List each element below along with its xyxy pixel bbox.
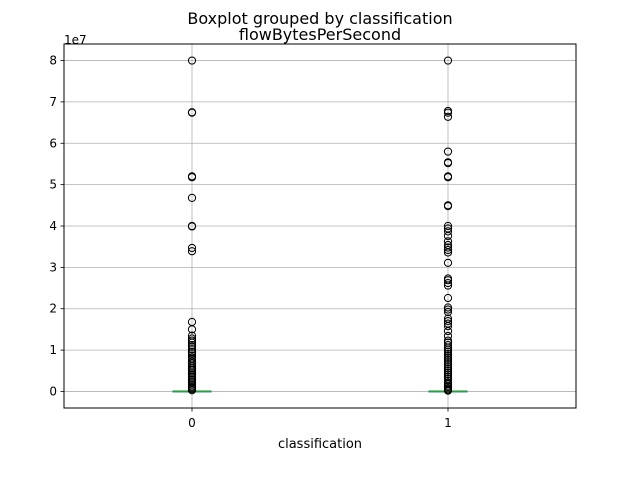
outlier-point <box>443 322 453 331</box>
outlier-point <box>443 173 453 182</box>
outlier-point <box>187 336 197 345</box>
outlier-point <box>443 303 453 312</box>
y-offset-text: 1e7 <box>64 33 87 47</box>
outlier-point <box>443 326 453 336</box>
outlier-point <box>443 108 453 117</box>
y-tick-label: 1 <box>49 343 57 357</box>
outlier-point <box>187 108 197 117</box>
outlier-point <box>443 386 453 395</box>
outlier-point <box>443 221 453 231</box>
x-tick-label: 1 <box>444 416 452 430</box>
y-tick-label: 2 <box>49 302 57 316</box>
y-tick-label: 8 <box>49 54 57 68</box>
outlier-point <box>443 305 453 314</box>
outlier-point <box>443 237 453 246</box>
grid <box>64 44 576 408</box>
outlier-point <box>187 349 197 358</box>
outlier-point <box>443 362 453 371</box>
outlier-point <box>443 360 453 369</box>
outlier-point <box>443 159 453 168</box>
outlier-point <box>443 243 453 252</box>
outlier-point <box>187 334 197 343</box>
outlier-point <box>443 227 453 236</box>
outlier-point <box>443 245 453 255</box>
outlier-point <box>187 222 197 231</box>
y-tick-label: 4 <box>49 219 57 233</box>
outlier-point <box>187 56 197 65</box>
x-axis-label: classification <box>278 437 362 452</box>
outlier-point <box>187 173 197 182</box>
outlier-point <box>443 202 453 211</box>
outlier-point <box>443 366 453 375</box>
outlier-point <box>443 281 453 290</box>
outlier-point <box>443 347 453 356</box>
outlier-point <box>187 338 197 347</box>
outlier-point <box>443 258 453 267</box>
outlier-point <box>443 112 453 121</box>
outlier-point <box>443 364 453 373</box>
y-tick-label: 0 <box>49 384 57 398</box>
outlier-point <box>443 317 453 326</box>
outlier-point <box>187 386 197 395</box>
outlier-point <box>443 368 453 377</box>
outlier-point <box>443 278 453 288</box>
x-tick-label: 0 <box>188 416 196 430</box>
outlier-point <box>187 243 197 253</box>
outlier-point <box>443 231 453 241</box>
outlier-point <box>187 247 197 256</box>
outlier-point <box>443 341 453 350</box>
outlier-point <box>187 345 197 354</box>
y-tick-label: 6 <box>49 136 57 150</box>
outlier-point <box>443 248 453 257</box>
outlier-point <box>443 293 453 303</box>
chart-suptitle: Boxplot grouped by classification <box>187 9 452 28</box>
outlier-point <box>443 355 453 365</box>
chart-title: flowBytesPerSecond <box>239 25 401 44</box>
outlier-point <box>443 147 453 156</box>
outlier-point <box>443 351 453 360</box>
outlier-point <box>443 307 453 317</box>
outlier-point <box>443 357 453 367</box>
outlier-point <box>443 345 453 354</box>
outlier-point <box>187 325 197 334</box>
outlier-point <box>443 370 453 379</box>
outlier-point <box>187 342 197 351</box>
y-tick-label: 3 <box>49 260 57 274</box>
y-tick-label: 5 <box>49 178 57 192</box>
outlier-point <box>443 276 453 285</box>
outlier-point <box>443 331 453 341</box>
outlier-point <box>443 56 453 65</box>
y-axis: 0 1 2 3 4 5 6 7 8 <box>49 54 64 398</box>
y-tick-label: 7 <box>49 95 57 109</box>
outlier-point <box>443 349 453 358</box>
outlier-point <box>443 343 453 352</box>
outlier-point <box>443 353 453 363</box>
plot-area-frame <box>63 43 577 409</box>
outlier-point <box>443 376 453 385</box>
outlier-point <box>187 193 197 202</box>
outliers <box>187 56 453 395</box>
